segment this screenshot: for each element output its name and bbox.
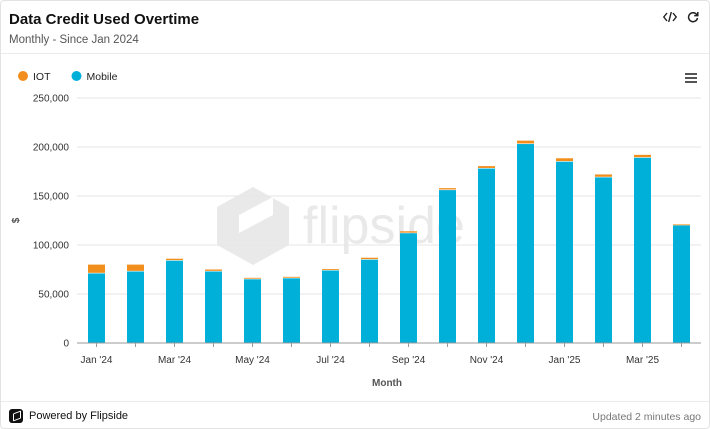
legend-marker	[18, 71, 28, 81]
chart-subtitle: Monthly - Since Jan 2024	[9, 34, 139, 46]
flipside-watermark: flipside	[217, 187, 465, 265]
bar-mobile[interactable]	[166, 260, 183, 343]
bar-mobile[interactable]	[478, 168, 495, 343]
legend-item-iot[interactable]: IOT	[18, 71, 51, 83]
bar-mobile[interactable]	[127, 271, 144, 343]
bar-mobile[interactable]	[439, 190, 456, 343]
x-tick-label: Mar '25	[626, 355, 659, 366]
x-tick-label: Jul '24	[316, 355, 345, 366]
legend-marker	[71, 71, 82, 81]
y-tick-label: 0	[63, 339, 69, 350]
y-tick-label: 100,000	[33, 241, 70, 252]
bar-mobile[interactable]	[361, 259, 378, 343]
updated-timestamp: Updated 2 minutes ago	[592, 411, 701, 423]
chart-area: flipside 0 50,000 100,000 150,000 200,000 250…	[11, 71, 701, 389]
bar-mobile[interactable]	[517, 144, 534, 343]
y-tick-label: 250,000	[33, 94, 70, 105]
bar-mobile[interactable]	[673, 225, 690, 343]
bar-mobile[interactable]	[556, 161, 573, 343]
bar-iot[interactable]	[439, 188, 456, 190]
y-tick-label: 150,000	[33, 192, 70, 203]
legend-item-mobile[interactable]: Mobile	[71, 71, 118, 83]
bar-iot[interactable]	[205, 269, 222, 271]
bar-iot[interactable]	[283, 276, 300, 278]
bar-mobile[interactable]	[322, 270, 339, 343]
x-tick-label: Jan '25	[549, 355, 581, 366]
y-tick-label: 200,000	[33, 143, 70, 154]
powered-by-label: Powered by Flipside	[29, 410, 129, 422]
bar-iot[interactable]	[166, 258, 183, 261]
bar-mobile[interactable]	[283, 278, 300, 343]
x-tick-label: Mar '24	[158, 355, 191, 366]
bar-mobile[interactable]	[595, 177, 612, 343]
bar-iot[interactable]	[556, 158, 573, 162]
x-tick-label: Nov '24	[470, 355, 504, 366]
hamburger-menu-icon[interactable]	[685, 73, 697, 83]
header-divider	[1, 53, 709, 54]
bar-iot[interactable]	[127, 264, 144, 271]
legend-label: IOT	[33, 71, 51, 83]
y-tick-label: 50,000	[38, 290, 69, 301]
bar-mobile[interactable]	[244, 279, 261, 343]
bar-iot[interactable]	[322, 269, 339, 270]
y-axis-title: $	[11, 217, 22, 223]
bar-iot[interactable]	[517, 140, 534, 144]
watermark-hex-icon	[217, 187, 289, 265]
refresh-icon[interactable]	[687, 11, 699, 26]
x-tick-label: May '24	[235, 355, 270, 366]
bar-mobile[interactable]	[205, 271, 222, 343]
x-axis-title: Month	[372, 378, 402, 389]
bar-mobile[interactable]	[400, 233, 417, 343]
bar-mobile[interactable]	[634, 157, 651, 343]
powered-by[interactable]: Powered by Flipside	[9, 409, 128, 423]
watermark-hex-cutout	[239, 197, 273, 233]
header-actions	[662, 11, 699, 26]
chart-title: Data Credit Used Overtime	[9, 11, 200, 28]
bar-iot[interactable]	[244, 277, 261, 279]
footer-divider	[1, 401, 709, 402]
bar-iot[interactable]	[634, 154, 651, 158]
bar-iot[interactable]	[673, 224, 690, 226]
bar-iot[interactable]	[400, 231, 417, 233]
code-icon[interactable]	[662, 11, 678, 26]
bar-iot[interactable]	[361, 257, 378, 260]
x-tick-label: Jan '24	[81, 355, 113, 366]
legend-label: Mobile	[87, 71, 118, 83]
x-tick-label: Sep '24	[392, 355, 426, 366]
bar-iot[interactable]	[88, 264, 105, 273]
bar-mobile[interactable]	[88, 273, 105, 343]
bar-iot[interactable]	[478, 166, 495, 168]
bar-iot[interactable]	[595, 174, 612, 177]
flipside-logo-icon	[9, 409, 23, 423]
